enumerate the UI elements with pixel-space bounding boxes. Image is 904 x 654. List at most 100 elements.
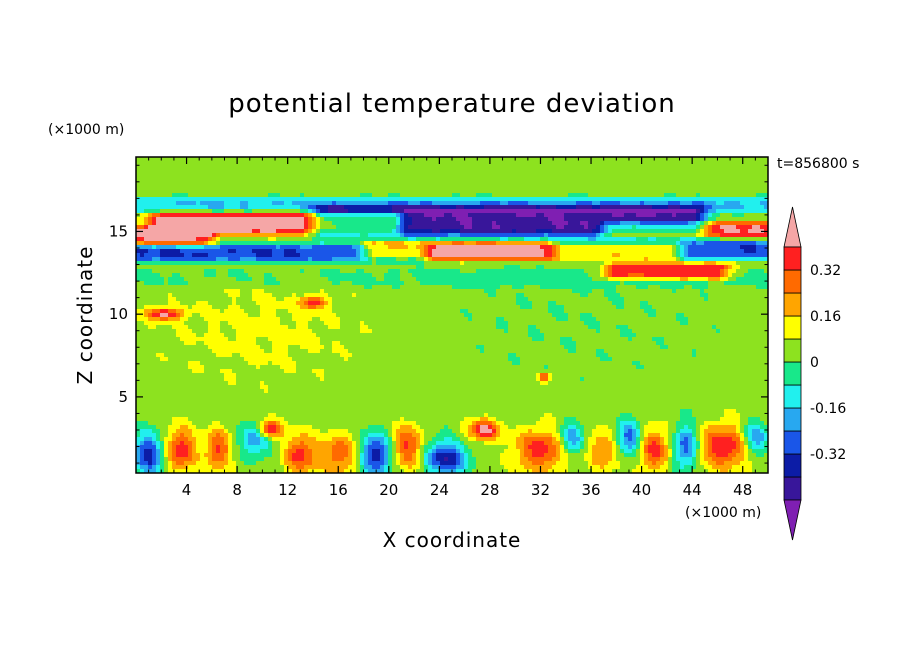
contour-cell: [512, 233, 517, 238]
contour-cell: [612, 177, 617, 182]
contour-cell: [552, 233, 557, 238]
contour-cell: [212, 245, 217, 250]
contour-cell: [520, 249, 525, 254]
contour-cell: [700, 161, 705, 166]
contour-cell: [564, 173, 569, 178]
contour-cell: [292, 201, 297, 206]
contour-cell: [176, 257, 181, 262]
contour-cell: [348, 185, 353, 190]
contour-cell: [316, 189, 321, 194]
contour-cell: [632, 217, 637, 222]
contour-cell: [636, 221, 641, 226]
contour-cell: [284, 213, 289, 218]
contour-cell: [360, 277, 365, 282]
contour-cell: [716, 193, 721, 198]
contour-cell: [596, 181, 601, 186]
contour-cell: [372, 213, 377, 218]
contour-cell: [280, 165, 285, 170]
contour-cell: [464, 181, 469, 186]
contour-cell: [748, 165, 753, 170]
contour-cell: [280, 253, 285, 258]
contour-cell: [536, 221, 541, 226]
contour-cell: [384, 201, 389, 206]
contour-cell: [412, 257, 417, 262]
contour-cell: [500, 273, 505, 278]
contour-cell: [664, 185, 669, 190]
contour-cell: [384, 197, 389, 202]
contour-cell: [496, 257, 501, 262]
contour-cell: [260, 225, 265, 230]
contour-cell: [476, 157, 481, 162]
contour-cell: [232, 237, 237, 242]
contour-cell: [572, 257, 577, 262]
contour-cell: [440, 257, 445, 262]
contour-cell: [672, 157, 677, 162]
contour-cell: [652, 241, 657, 246]
contour-cell: [592, 249, 597, 254]
contour-cell: [284, 229, 289, 234]
contour-cell: [272, 225, 277, 230]
contour-cell: [520, 225, 525, 230]
contour-cell: [588, 229, 593, 234]
contour-cell: [280, 213, 285, 218]
contour-cell: [260, 221, 265, 226]
contour-cell: [332, 269, 337, 274]
contour-cell: [180, 241, 185, 246]
contour-cell: [192, 225, 197, 230]
contour-cell: [420, 249, 425, 254]
contour-cell: [664, 205, 669, 210]
contour-cell: [396, 173, 401, 178]
contour-cell: [708, 197, 713, 202]
contour-cell: [236, 217, 241, 222]
contour-cell: [756, 221, 761, 226]
contour-cell: [724, 273, 729, 278]
contour-cell: [280, 169, 285, 174]
contour-cell: [680, 165, 685, 170]
contour-cell: [268, 221, 273, 226]
contour-cell: [552, 173, 557, 178]
contour-cell: [596, 201, 601, 206]
contour-cell: [168, 201, 173, 206]
contour-cell: [276, 157, 281, 162]
contour-cell: [260, 205, 265, 210]
contour-cell: [608, 277, 613, 282]
contour-cell: [500, 257, 505, 262]
contour-cell: [332, 245, 337, 250]
contour-cell: [484, 277, 489, 282]
contour-cell: [144, 165, 149, 170]
contour-cell: [480, 249, 485, 254]
contour-cell: [296, 245, 301, 250]
contour-cell: [156, 165, 161, 170]
contour-cell: [624, 217, 629, 222]
contour-cell: [712, 213, 717, 218]
contour-cell: [232, 261, 237, 266]
contour-cell: [312, 225, 317, 230]
contour-cell: [364, 277, 369, 282]
contour-cell: [376, 201, 381, 206]
contour-cell: [148, 241, 153, 246]
contour-cell: [272, 205, 277, 210]
contour-cell: [264, 253, 269, 258]
contour-cell: [544, 225, 549, 230]
contour-cell: [464, 217, 469, 222]
contour-cell: [680, 277, 685, 282]
contour-cell: [476, 253, 481, 258]
contour-cell: [636, 253, 641, 258]
contour-cell: [472, 221, 477, 226]
contour-cell: [472, 265, 477, 270]
contour-cell: [324, 253, 329, 258]
contour-cell: [208, 169, 213, 174]
contour-cell: [708, 165, 713, 170]
contour-cell: [548, 189, 553, 194]
contour-cell: [508, 281, 513, 286]
contour-cell: [608, 177, 613, 182]
contour-cell: [600, 253, 605, 258]
contour-cell: [760, 177, 765, 182]
contour-cell: [728, 245, 733, 250]
contour-cell: [472, 233, 477, 238]
contour-cell: [748, 229, 753, 234]
contour-cell: [356, 257, 361, 262]
contour-cell: [420, 181, 425, 186]
contour-cell: [764, 197, 768, 202]
contour-cell: [716, 213, 721, 218]
